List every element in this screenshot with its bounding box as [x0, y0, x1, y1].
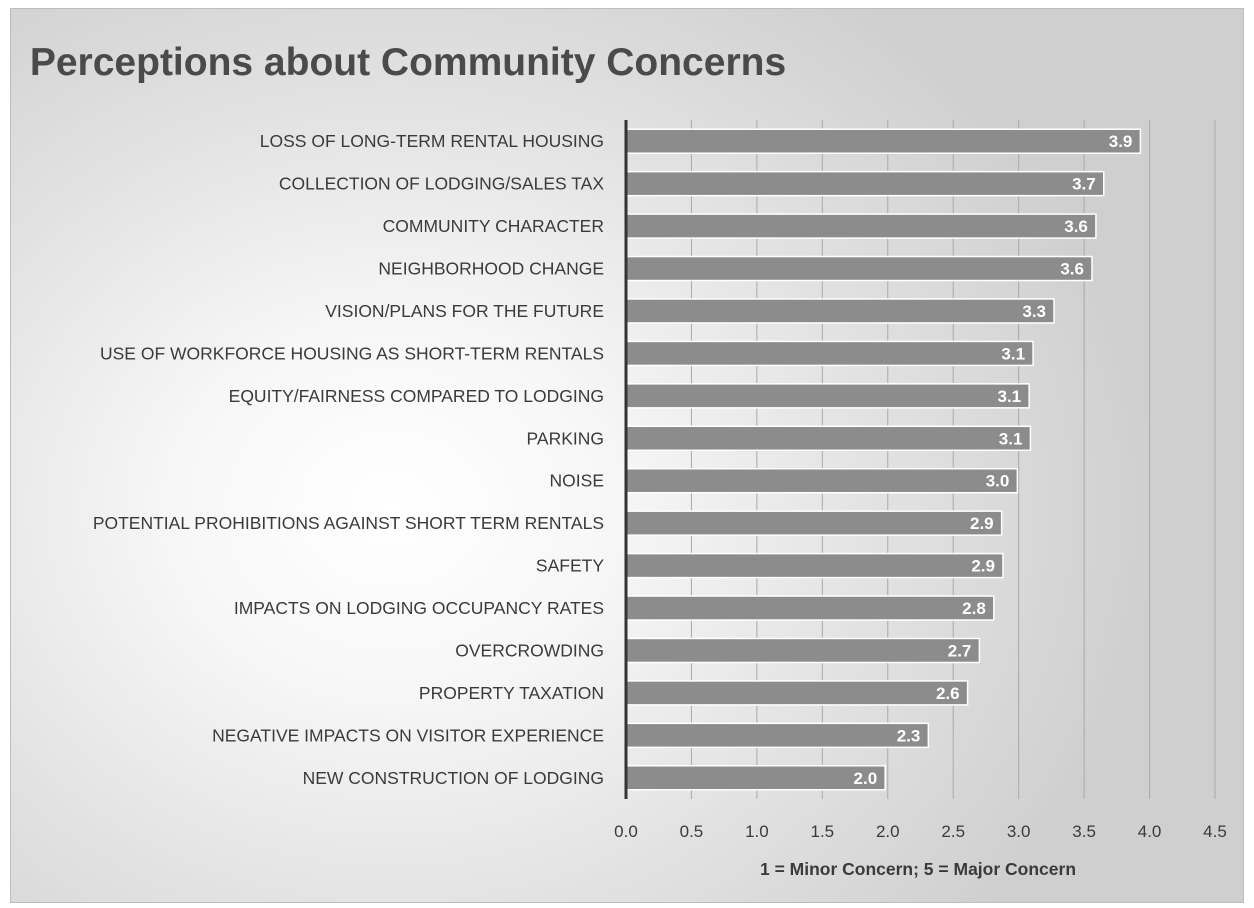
bar-value-label: 3.9	[1109, 132, 1133, 151]
bar-value-label: 2.9	[971, 557, 995, 576]
bar	[625, 213, 1097, 239]
category-label: PARKING	[527, 428, 604, 448]
x-axis-ticks: 0.0 0.5 1.0 1.5 2.0 2.5 3.0 3.5 4.0 4.5	[614, 822, 1227, 841]
bar	[625, 425, 1032, 452]
bar-value-label: 2.7	[948, 641, 972, 660]
bar-series: 3.9 3.7 3.6 3.6 3.3 3.1 3.1 3.1 3.0 2.9 2.9 2.8 2.7 2…	[625, 128, 1142, 791]
x-tick-label: 1.0	[745, 822, 769, 841]
bar	[625, 637, 981, 664]
chart-svg: Perceptions about Community Concerns 3.9…	[30, 41, 1227, 879]
category-label: OVERCROWDING	[455, 640, 604, 660]
category-label: PROPERTY TAXATION	[419, 683, 604, 703]
bar	[625, 298, 1055, 324]
chart-title: Perceptions about Community Concerns	[30, 41, 786, 84]
x-tick-label: 1.5	[811, 822, 835, 841]
x-tick-label: 4.5	[1203, 822, 1227, 841]
bar	[625, 680, 969, 706]
bar	[625, 340, 1034, 367]
x-axis-label: 1 = Minor Concern; 5 = Major Concern	[760, 859, 1076, 879]
bar-value-label: 2.9	[970, 514, 994, 533]
category-label: COLLECTION OF LODGING/SALES TAX	[279, 174, 604, 194]
category-label: SAFETY	[536, 556, 604, 576]
x-tick-label: 3.5	[1072, 822, 1096, 841]
category-label: NEIGHBORHOOD CHANGE	[378, 259, 604, 279]
bar-value-label: 3.7	[1072, 175, 1096, 194]
x-tick-label: 0.5	[680, 822, 704, 841]
bar	[625, 467, 1019, 494]
bar-value-label: 3.3	[1022, 302, 1046, 321]
bar-value-label: 3.6	[1060, 260, 1084, 279]
category-label: LOSS OF LONG-TERM RENTAL HOUSING	[260, 131, 604, 151]
x-tick-label: 4.0	[1138, 822, 1162, 841]
bar	[625, 170, 1105, 197]
bar-value-label: 2.0	[854, 769, 878, 788]
category-label: NEGATIVE IMPACTS ON VISITOR EXPERIENCE	[212, 725, 604, 745]
bar-value-label: 2.3	[897, 726, 921, 745]
bar	[625, 255, 1093, 282]
bar-value-label: 3.0	[986, 472, 1010, 491]
category-label: VISION/PLANS FOR THE FUTURE	[325, 301, 604, 321]
bar	[625, 595, 995, 621]
bar-value-label: 3.1	[997, 387, 1021, 406]
category-label: USE OF WORKFORCE HOUSING AS SHORT-TERM R…	[100, 343, 604, 363]
bar	[625, 765, 886, 791]
category-labels: LOSS OF LONG-TERM RENTAL HOUSING COLLECTI…	[93, 131, 604, 788]
x-tick-label: 2.0	[876, 822, 900, 841]
x-tick-label: 3.0	[1007, 822, 1031, 841]
bar	[625, 128, 1142, 154]
category-label: COMMUNITY CHARACTER	[383, 216, 604, 236]
bar-value-label: 3.1	[1001, 344, 1025, 363]
category-label: EQUITY/FAIRNESS COMPARED TO LODGING	[229, 386, 604, 406]
bar-value-label: 2.8	[962, 599, 986, 618]
bar	[625, 383, 1030, 409]
bar-value-label: 3.1	[999, 429, 1023, 448]
bar	[625, 722, 930, 749]
x-tick-label: 0.0	[614, 822, 638, 841]
category-label: POTENTIAL PROHIBITIONS AGAINST SHORT TER…	[93, 513, 604, 533]
bar-value-label: 3.6	[1064, 217, 1088, 236]
bar	[625, 510, 1003, 536]
bar-value-label: 2.6	[936, 684, 960, 703]
category-label: IMPACTS ON LODGING OCCUPANCY RATES	[234, 598, 604, 618]
category-label: NOISE	[550, 471, 604, 491]
x-tick-label: 2.5	[941, 822, 965, 841]
bar	[625, 552, 1004, 579]
chart-frame: Perceptions about Community Concerns 3.9…	[10, 8, 1244, 903]
category-label: NEW CONSTRUCTION OF LODGING	[303, 768, 604, 788]
